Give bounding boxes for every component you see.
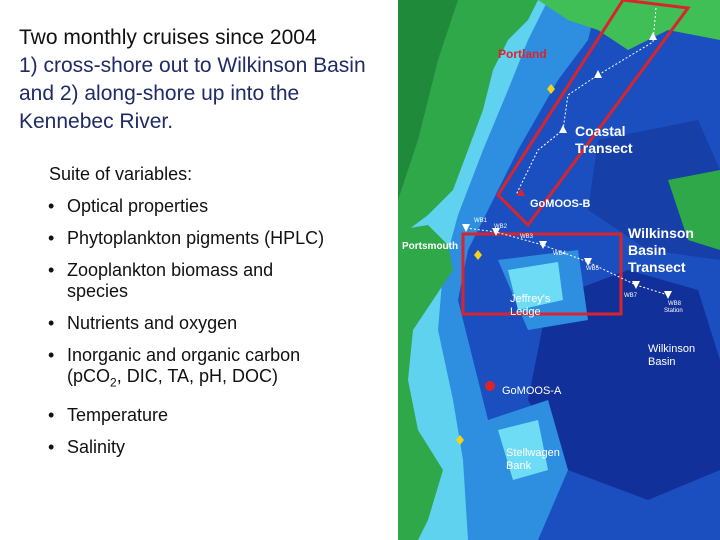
bullet-icon: • [48,345,55,365]
bullet-icon: • [48,260,55,280]
land-island [668,170,720,250]
coastal-transect-box [496,0,691,228]
slide-title: Two monthly cruises since 2004 1) cross-… [19,24,389,136]
station-label: WB8 [668,301,682,307]
bullet-icon: • [48,313,55,333]
wilkinson-basin-label-1: Wilkinson [648,343,695,355]
jeffreys-label-2: Ledge [510,306,541,318]
station-marker [492,228,500,236]
land-north [538,0,720,50]
coastal-transect-line [515,7,657,196]
list-item: • Zooplankton biomass and species [44,260,334,302]
land-massachusetts [398,225,453,540]
list-item: • Phytoplankton pigments (HPLC) [44,228,334,249]
station-label: Station [664,308,683,314]
station-label: WB7 [624,293,638,299]
variable-text: Inorganic and organic carbon (pCO2, DIC,… [67,345,301,390]
title-line-1: Two monthly cruises since 2004 [19,26,317,49]
station-marker [594,70,602,78]
station-marker [632,281,640,289]
jeffreys-label-1: Jeffrey's [510,293,551,305]
station-markers [462,32,672,299]
list-item: • Inorganic and organic carbon (pCO2, DIC… [44,345,334,394]
variable-text: Nutrients and oxygen [67,313,238,333]
wilkinson-transect-label-3: Transect [628,259,686,275]
stellwagen-label-1: Stellwagen [506,447,560,459]
station-marker [664,291,672,299]
bullet-icon: • [48,436,55,457]
yellow-diamond-icon [547,84,555,94]
gomoos-a-label: GoMOOS-A [502,385,562,397]
station-marker [584,258,592,266]
station-marker [559,125,567,133]
portsmouth-label: Portsmouth [402,241,458,252]
wilkinson-transect-label-1: Wilkinson [628,225,694,241]
coastal-transect-label-2: Transect [575,140,633,156]
red-station-marker [517,188,525,196]
wilkinson-transect-box [461,232,623,316]
portland-label: Portland [498,47,547,61]
coastal-transect-label-1: Coastal [575,123,626,139]
wilkinson-transect-label-2: Basin [628,242,666,258]
stellwagen-shallow [498,420,548,480]
title-line-2: 1) cross-shore out to Wilkinson Basin an… [19,54,366,133]
list-item: • Temperature [44,405,334,426]
bullet-icon: • [48,228,55,248]
variables-list: • Optical properties • Phytoplankton pigme… [44,196,334,458]
wilkinson-transect-line [465,227,669,296]
suite-label: Suite of variables: [49,164,193,184]
station-label: WB2 [494,224,508,230]
variable-text: Phytoplankton pigments (HPLC) [67,228,325,248]
gulf-of-maine-map: Portland Coastal Transect GoMOOS-B Ports… [398,0,720,540]
gomoos-b-label: GoMOOS-B [530,198,591,210]
bullet-icon: • [48,404,55,425]
gomoos-a-buoy [485,381,495,391]
yellow-diamond-icon [474,250,482,260]
station-label: WB4 [553,251,567,257]
bullet-icon: • [48,196,55,216]
station-label: WB1 [474,218,488,224]
station-marker [462,224,470,232]
station-marker [539,241,547,249]
wilkinson-basin-deep [528,270,720,500]
jeffreys-ledge-shallow [508,262,563,310]
variable-text: Optical properties [67,196,209,216]
text-panel: Two monthly cruises since 2004 1) cross-… [19,24,389,458]
stellwagen-label-2: Bank [506,460,532,472]
list-item: • Salinity [44,437,334,458]
variable-text: Temperature [67,404,169,425]
wilkinson-basin-label-2: Basin [648,356,676,368]
variable-text: Salinity [67,436,126,457]
yellow-diamond-icon [456,435,464,445]
list-item: • Nutrients and oxygen [44,313,334,334]
station-label: WB5 [586,266,600,272]
variable-text: Zooplankton biomass and species [67,260,274,301]
station-label: WB3 [520,234,534,240]
land-inland [398,0,458,200]
list-item: • Optical properties [44,196,334,217]
station-marker [649,32,657,40]
